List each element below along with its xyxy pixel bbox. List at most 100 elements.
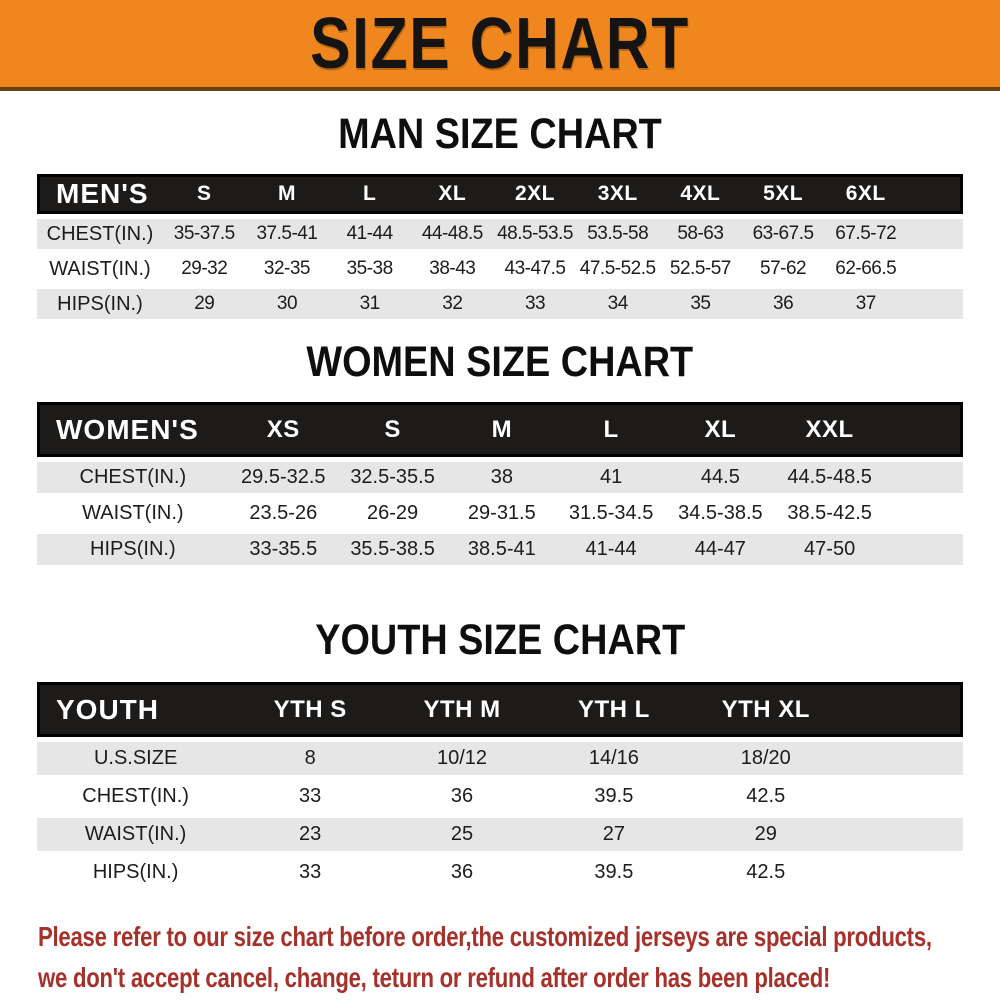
size-column-header: S <box>337 402 448 457</box>
size-column-header: M <box>245 174 329 214</box>
row-label: HIPS(IN.) <box>92 861 179 883</box>
size-cell: 8 <box>304 747 316 769</box>
men-section-title: MAN SIZE CHART <box>0 112 1000 156</box>
size-cell: 38.5-42.5 <box>787 502 872 524</box>
size-column-header: YTH XL <box>689 682 842 737</box>
row-spacer <box>842 742 963 775</box>
size-cell: 14/16 <box>588 747 639 769</box>
size-cell: 35-38 <box>346 258 394 279</box>
size-column-header: M <box>447 402 557 457</box>
size-cell: 29 <box>754 823 777 845</box>
row-label: WAIST(IN.) <box>82 502 184 524</box>
size-cell: 38 <box>490 466 513 488</box>
women-group-label: WOMEN'S <box>37 402 229 457</box>
size-cell: 27 <box>602 823 625 845</box>
size-cell: 33 <box>299 785 322 807</box>
disclaimer-line-2: we don't accept cancel, change, teturn o… <box>38 962 831 993</box>
size-column-header: YTH L <box>537 682 690 737</box>
size-cell: 44-47 <box>694 538 746 560</box>
size-cell: 44.5-48.5 <box>787 466 872 488</box>
men-header-row: MEN'S S M L XL 2XL 3XL 4XL 5XL 6XL <box>37 174 963 214</box>
size-cell: 35-37.5 <box>173 223 235 244</box>
size-cell: 31 <box>359 293 381 314</box>
size-cell: 34.5-38.5 <box>678 502 763 524</box>
men-size-table: MEN'S S M L XL 2XL 3XL 4XL 5XL 6XL CHEST… <box>37 169 963 324</box>
row-spacer <box>842 780 963 813</box>
women-header-row: WOMEN'S XS S M L XL XXL <box>37 402 963 457</box>
size-column-header: YTH S <box>234 682 387 737</box>
size-cell: 33 <box>524 293 546 314</box>
youth-group-label: YOUTH <box>37 682 235 737</box>
size-column-header: L <box>328 174 411 214</box>
size-cell: 44.5 <box>700 466 740 488</box>
size-cell: 53.5-58 <box>587 223 649 244</box>
table-row: HIPS(IN.) 33 36 39.5 42.5 <box>37 856 963 889</box>
size-cell: 41 <box>599 466 623 488</box>
size-cell: 57-62 <box>760 258 807 279</box>
size-cell: 32 <box>442 293 463 314</box>
row-spacer <box>842 856 963 889</box>
size-cell: 10/12 <box>436 747 488 769</box>
size-cell: 36 <box>773 293 794 314</box>
size-cell: 33 <box>299 861 322 883</box>
size-cell: 41-44 <box>585 538 637 560</box>
women-section-title: WOMEN SIZE CHART <box>0 340 1000 384</box>
size-cell: 29-32 <box>181 258 228 279</box>
row-spacer <box>907 254 963 284</box>
size-cell: 36 <box>450 785 474 807</box>
row-spacer <box>884 498 963 529</box>
size-cell: 42.5 <box>746 785 786 807</box>
header-spacer <box>884 402 963 457</box>
size-cell: 42.5 <box>746 861 786 883</box>
youth-size-table: YOUTH YTH S YTH M YTH L YTH XL U.S.SIZE … <box>37 677 963 894</box>
size-cell: 47-50 <box>804 538 856 560</box>
size-cell: 67.5-72 <box>835 223 897 244</box>
size-column-header: 2XL <box>493 174 577 214</box>
banner: SIZE CHART <box>0 0 1000 91</box>
youth-section-title: YOUTH SIZE CHART <box>0 618 1000 662</box>
banner-title: SIZE CHART <box>310 3 690 84</box>
size-cell: 18/20 <box>740 747 791 769</box>
header-spacer <box>907 174 963 214</box>
table-row: CHEST(IN.) 33 36 39.5 42.5 <box>37 780 963 813</box>
size-cell: 52.5-57 <box>669 258 731 279</box>
size-column-header: XS <box>228 402 338 457</box>
size-column-header: 5XL <box>741 174 825 214</box>
row-label: HIPS(IN.) <box>57 292 143 315</box>
size-cell: 29-31.5 <box>467 502 536 524</box>
row-label: CHEST(IN.) <box>46 222 154 245</box>
table-row: HIPS(IN.) 33-35.5 35.5-38.5 38.5-41 41-4… <box>37 534 963 565</box>
size-cell: 26-29 <box>366 502 419 524</box>
size-cell: 38.5-41 <box>467 538 536 560</box>
size-column-header: XL <box>410 174 494 214</box>
table-row: WAIST(IN.) 29-32 32-35 35-38 38-43 43-47… <box>37 254 963 284</box>
row-label: WAIST(IN.) <box>84 823 187 845</box>
size-cell: 32-35 <box>263 258 311 279</box>
size-cell: 48.5-53.5 <box>497 223 573 244</box>
size-cell: 37.5-41 <box>256 223 318 244</box>
size-column-header: 4XL <box>659 174 742 214</box>
size-cell: 36 <box>450 861 474 883</box>
row-spacer <box>907 219 963 249</box>
table-row: HIPS(IN.) 29 30 31 32 33 34 35 36 37 <box>37 289 963 319</box>
size-column-header: S <box>162 174 246 214</box>
size-column-header: XXL <box>775 402 885 457</box>
size-cell: 25 <box>450 823 474 845</box>
size-cell: 44-48.5 <box>421 223 483 244</box>
row-label: U.S.SIZE <box>93 747 178 769</box>
size-column-header: 6XL <box>824 174 908 214</box>
row-spacer <box>842 818 963 851</box>
row-spacer <box>884 462 963 493</box>
row-label: WAIST(IN.) <box>49 257 151 280</box>
size-cell: 38-43 <box>429 258 476 279</box>
size-cell: 32.5-35.5 <box>350 466 435 488</box>
size-cell: 62-66.5 <box>835 258 897 279</box>
row-label: CHEST(IN.) <box>82 785 189 807</box>
size-cell: 29 <box>194 293 215 314</box>
size-cell: 37 <box>855 293 877 314</box>
disclaimer-line-1: Please refer to our size chart before or… <box>38 921 932 952</box>
size-cell: 33-35.5 <box>249 538 318 560</box>
size-cell: 23.5-26 <box>249 502 318 524</box>
row-label: CHEST(IN.) <box>79 466 187 488</box>
